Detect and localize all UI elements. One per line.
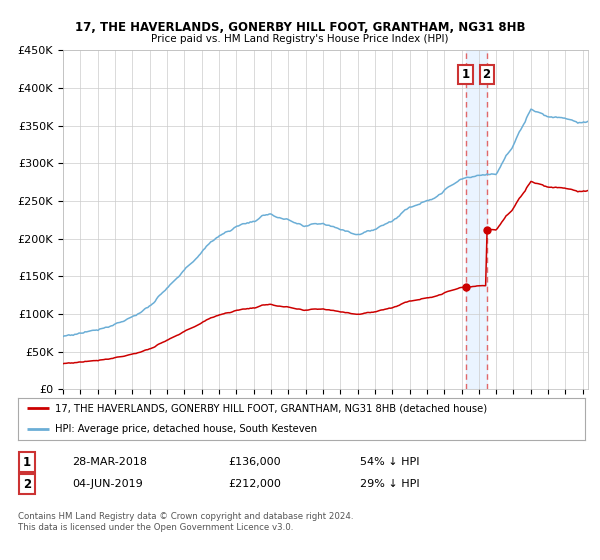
Text: HPI: Average price, detached house, South Kesteven: HPI: Average price, detached house, Sout… <box>55 424 317 434</box>
Text: 2: 2 <box>482 68 491 81</box>
Text: 17, THE HAVERLANDS, GONERBY HILL FOOT, GRANTHAM, NG31 8HB (detached house): 17, THE HAVERLANDS, GONERBY HILL FOOT, G… <box>55 403 487 413</box>
Text: £136,000: £136,000 <box>228 457 281 467</box>
Text: 04-JUN-2019: 04-JUN-2019 <box>72 479 143 489</box>
Text: 1: 1 <box>461 68 470 81</box>
Text: 54% ↓ HPI: 54% ↓ HPI <box>360 457 419 467</box>
Bar <box>466 50 487 389</box>
Text: 2: 2 <box>23 478 31 491</box>
Text: 29% ↓ HPI: 29% ↓ HPI <box>360 479 419 489</box>
Text: 28-MAR-2018: 28-MAR-2018 <box>72 457 147 467</box>
Text: Contains HM Land Registry data © Crown copyright and database right 2024.
This d: Contains HM Land Registry data © Crown c… <box>18 512 353 532</box>
Text: £212,000: £212,000 <box>228 479 281 489</box>
Text: Price paid vs. HM Land Registry's House Price Index (HPI): Price paid vs. HM Land Registry's House … <box>151 34 449 44</box>
Text: 1: 1 <box>23 455 31 469</box>
Text: 17, THE HAVERLANDS, GONERBY HILL FOOT, GRANTHAM, NG31 8HB: 17, THE HAVERLANDS, GONERBY HILL FOOT, G… <box>75 21 525 34</box>
